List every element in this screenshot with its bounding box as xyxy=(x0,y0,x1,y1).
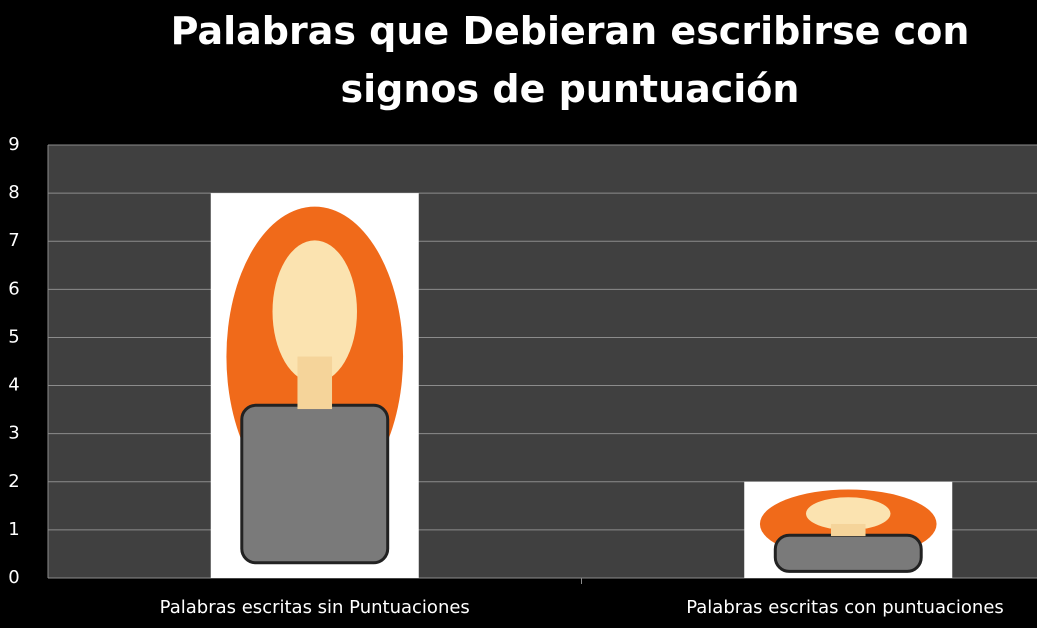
chart-title: Palabras que Debieran escribirse con sig… xyxy=(110,2,1030,118)
y-tick-label: 1 xyxy=(8,519,19,540)
neck xyxy=(297,357,332,409)
y-tick-label: 8 xyxy=(8,182,19,203)
y-tick-label: 2 xyxy=(8,471,19,492)
y-tick-label: 7 xyxy=(8,230,19,251)
body xyxy=(242,405,388,562)
y-tick-label: 3 xyxy=(8,423,19,444)
body xyxy=(775,535,921,571)
y-tick-label: 9 xyxy=(8,134,19,155)
y-tick-label: 5 xyxy=(8,326,19,347)
figure-decoration xyxy=(760,490,937,572)
figure-decoration xyxy=(226,207,403,563)
y-tick-label: 4 xyxy=(8,375,19,396)
page: 0 1 2 3 4 5 6 7 8 9 Palabras escritas sin Puntuaci… xyxy=(0,0,1037,628)
neck xyxy=(831,524,866,536)
y-tick-label: 6 xyxy=(8,278,19,299)
y-tick-label: 0 xyxy=(8,567,19,588)
x-tick-label: Palabras escritas con puntuaciones xyxy=(686,597,1004,618)
x-tick-label: Palabras escritas sin Puntuaciones xyxy=(160,597,470,618)
